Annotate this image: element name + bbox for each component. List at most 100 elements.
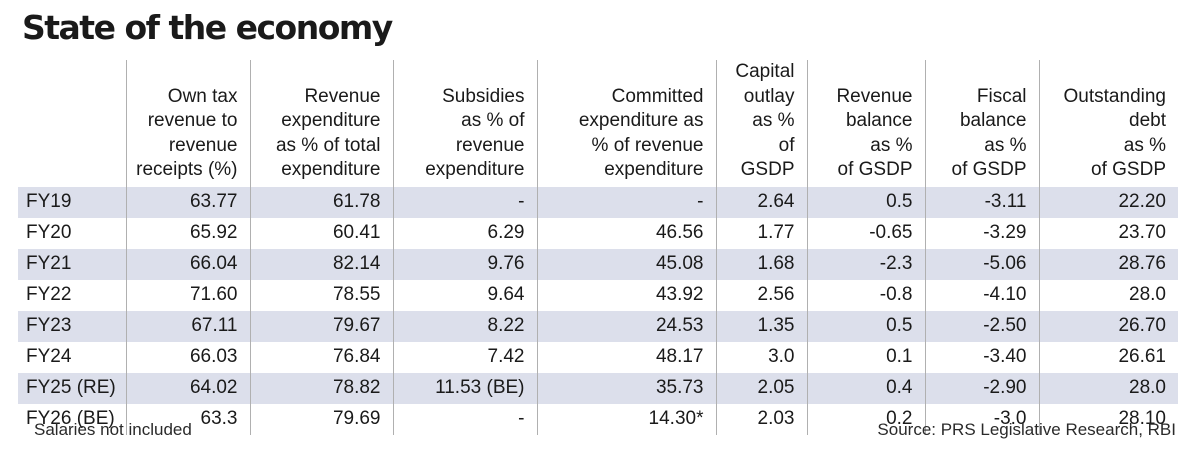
table-cell: 22.20 <box>1038 186 1178 218</box>
table-cell: -0.8 <box>806 279 925 311</box>
table-row: FY25 (RE) 64.02 78.82 11.53 (BE) 35.73 2.05 0.… <box>18 372 1178 404</box>
table-cell: 61.78 <box>249 186 393 218</box>
table-cell: 24.53 <box>536 310 716 342</box>
table-cell: -2.90 <box>924 372 1039 404</box>
column-header-line: debt <box>1129 110 1166 131</box>
table-row: FY21 66.04 82.14 9.76 45.08 1.68 -2.3 -5.06 28.7… <box>18 248 1178 280</box>
table-cell: 1.68 <box>715 248 807 280</box>
table-cell: 78.55 <box>249 279 393 311</box>
column-header-line: balance <box>959 110 1027 131</box>
source-note: Source: PRS Legislative Research, RBI <box>877 420 1176 439</box>
column-header-line: revenue <box>168 134 238 156</box>
column-header-line: balance <box>845 110 913 131</box>
table-cell: 3.0 <box>715 341 807 373</box>
table-cell: -2.3 <box>806 248 925 280</box>
table-cell: 71.60 <box>125 279 250 311</box>
column-header-line: expenditure <box>604 159 704 180</box>
table-cell: 2.64 <box>715 186 807 218</box>
table-cell: 35.73 <box>536 372 716 404</box>
column-header-line: revenue to <box>147 110 238 131</box>
table-cell: - <box>392 403 537 435</box>
row-label: FY20 <box>26 222 72 243</box>
table-cell: -3.11 <box>924 186 1039 218</box>
table-cell: - <box>392 186 537 218</box>
column-header-line: Subsidies <box>442 85 525 107</box>
column-header-line: Capital <box>735 61 795 82</box>
row-label: FY22 <box>26 284 72 305</box>
column-header-line: as % <box>984 134 1027 156</box>
chart-title: State of the economy <box>22 8 393 47</box>
table-cell: 66.04 <box>125 248 250 280</box>
table-cell: 0.4 <box>806 372 925 404</box>
column-header-line: as % <box>752 110 795 131</box>
table-cell: 64.02 <box>125 372 250 404</box>
table-cell: 67.11 <box>125 310 250 342</box>
table-cell: 28.10 <box>1038 403 1178 435</box>
table-cell: 1.35 <box>715 310 807 342</box>
column-header-line: of GSDP <box>740 134 795 181</box>
row-label: FY26 (BE) <box>26 408 115 429</box>
row-header-corner <box>18 60 126 187</box>
column-header-line: % of revenue <box>591 134 704 156</box>
column-header-line: as % of total <box>275 134 381 156</box>
table-cell: 79.67 <box>249 310 393 342</box>
table-cell: 28.0 <box>1038 279 1178 311</box>
table-cell: 2.03 <box>715 403 807 435</box>
column-header-line: Own tax <box>167 85 238 107</box>
table-cell: 23.70 <box>1038 217 1178 249</box>
table-cell: 7.42 <box>392 341 537 373</box>
table-cell: 0.1 <box>806 341 925 373</box>
table-cell: 76.84 <box>249 341 393 373</box>
column-header-line: Revenue <box>304 85 381 107</box>
table-cell: -0.65 <box>806 217 925 249</box>
table-cell: 2.56 <box>715 279 807 311</box>
economy-table: Own tax revenue to revenue receipts (%) Reve… <box>18 60 1178 435</box>
column-header-line: of GSDP <box>1091 159 1166 180</box>
table-cell: 9.64 <box>392 279 537 311</box>
table-cell: 46.56 <box>536 217 716 249</box>
table-cell: 0.5 <box>806 186 925 218</box>
column-header-line: Revenue <box>836 85 913 107</box>
column-header-line: as % of <box>461 110 525 131</box>
column-header-line: Committed <box>611 85 704 107</box>
column-header: Capital outlay as % of GSDP <box>715 60 807 187</box>
table-cell: 63.3 <box>125 403 250 435</box>
column-header-line: receipts (%) <box>136 159 238 180</box>
column-header: Committed expenditure as % of revenue expen… <box>536 60 716 187</box>
table-cell: 28.76 <box>1038 248 1178 280</box>
table-row: FY24 66.03 76.84 7.42 48.17 3.0 0.1 -3.40 26.61 <box>18 341 1178 373</box>
column-header-line: revenue <box>455 134 525 156</box>
table-cell: 79.69 <box>249 403 393 435</box>
column-header: Fiscal balance as % of GSDP <box>924 60 1039 187</box>
table-cell: - <box>536 186 716 218</box>
row-label: FY21 <box>18 248 126 280</box>
header-row: Own tax revenue to revenue receipts (%) Reve… <box>18 60 1178 187</box>
table-cell: 0.5 <box>806 310 925 342</box>
table-cell: 8.22 <box>392 310 537 342</box>
table-cell: 78.82 <box>249 372 393 404</box>
row-label: FY25 (RE) <box>18 372 126 404</box>
table-cell: -3.0 <box>924 403 1039 435</box>
table-cell: 9.76 <box>392 248 537 280</box>
table-cell: 43.92 <box>536 279 716 311</box>
column-header: Revenue expenditure as % of total expenditu… <box>249 60 393 187</box>
table-body: FY19 63.77 61.78- -2.64 0.5 -3.11 22.20 FY20 65.… <box>18 186 1178 435</box>
table-cell: 0.2 <box>806 403 925 435</box>
table-row: FY23 67.11 79.67 8.22 24.53 1.35 0.5 -2.50 26.70 <box>18 310 1178 342</box>
table-cell: -2.50 <box>924 310 1039 342</box>
column-header-line: as % <box>1123 134 1166 156</box>
table-cell: 11.53 (BE) <box>392 372 537 404</box>
column-header: Outstanding debt as % of GSDP <box>1038 60 1178 187</box>
table-cell: 45.08 <box>536 248 716 280</box>
table-cell: 82.14 <box>249 248 393 280</box>
table-row: FY22 71.60 78.55 9.64 43.92 2.56 -0.8 -4.10 28.0 <box>18 279 1178 311</box>
column-header-line: Fiscal <box>976 85 1027 107</box>
row-label: FY23 <box>18 310 126 342</box>
column-header-line: expenditure as <box>578 110 704 131</box>
table-cell: 14.30* <box>536 403 716 435</box>
table-cell: 26.61 <box>1038 341 1178 373</box>
table-row: FY20 65.92 60.41 6.29 46.56 1.77 -0.65 -3.29 23.… <box>18 217 1178 249</box>
table-cell: 6.29 <box>392 217 537 249</box>
table-cell: 60.41 <box>249 217 393 249</box>
table-cell: 65.92 <box>125 217 250 249</box>
